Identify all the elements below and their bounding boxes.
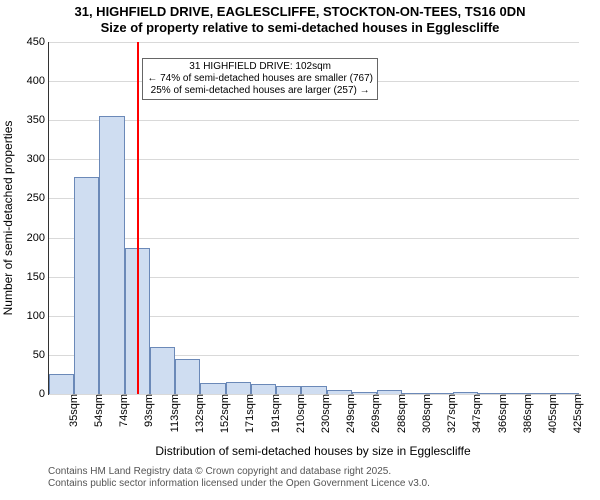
gridline [49,238,579,239]
xtick-label: 249sqm [343,394,357,433]
histogram-bar [99,116,124,394]
histogram-bar [74,177,99,394]
xtick-label: 35sqm [66,394,80,427]
xtick-label: 230sqm [318,394,332,433]
histogram-bar [49,374,74,394]
histogram-bar [200,383,225,394]
ytick-label: 450 [27,36,49,48]
chart-title-1: 31, HIGHFIELD DRIVE, EAGLESCLIFFE, STOCK… [0,0,600,20]
ytick-label: 200 [27,232,49,244]
footer-line-2: Contains public sector information licen… [48,478,430,490]
gridline [49,198,579,199]
xtick-label: 425sqm [570,394,584,433]
histogram-bar [175,359,200,394]
xtick-label: 132sqm [192,394,206,433]
xtick-label: 308sqm [419,394,433,433]
ytick-label: 250 [27,192,49,204]
xtick-label: 54sqm [91,394,105,427]
footer-line-1: Contains HM Land Registry data © Crown c… [48,466,430,478]
ytick-label: 150 [27,271,49,283]
chart-title-2: Size of property relative to semi-detach… [0,20,600,36]
annotation-line: 25% of semi-detached houses are larger (… [147,85,373,97]
xtick-label: 288sqm [394,394,408,433]
xtick-label: 347sqm [469,394,483,433]
xtick-label: 405sqm [545,394,559,433]
annotation-line: ← 74% of semi-detached houses are smalle… [147,73,373,85]
annotation-box: 31 HIGHFIELD DRIVE: 102sqm← 74% of semi-… [142,58,378,100]
xtick-label: 327sqm [444,394,458,433]
xtick-label: 74sqm [116,394,130,427]
ytick-label: 0 [39,388,49,400]
chart-container: 31, HIGHFIELD DRIVE, EAGLESCLIFFE, STOCK… [0,0,600,500]
y-axis-label: Number of semi-detached properties [1,121,15,316]
ytick-label: 400 [27,75,49,87]
xtick-label: 152sqm [217,394,231,433]
gridline [49,159,579,160]
histogram-bar [276,386,301,394]
gridline [49,120,579,121]
histogram-bar [226,382,251,394]
xtick-label: 210sqm [293,394,307,433]
xtick-label: 171sqm [242,394,256,433]
plot-area: 05010015020025030035040045035sqm54sqm74s… [48,42,579,395]
ytick-label: 300 [27,153,49,165]
histogram-bar [301,386,326,394]
xtick-label: 366sqm [495,394,509,433]
histogram-bar [251,384,276,394]
xtick-label: 113sqm [167,394,181,432]
xtick-label: 269sqm [368,394,382,433]
xtick-label: 191sqm [268,394,282,433]
marker-line [137,42,139,394]
ytick-label: 350 [27,114,49,126]
annotation-line: 31 HIGHFIELD DRIVE: 102sqm [147,61,373,73]
footer-attribution: Contains HM Land Registry data © Crown c… [48,466,430,490]
x-axis-label: Distribution of semi-detached houses by … [48,444,578,458]
xtick-label: 93sqm [141,394,155,427]
ytick-label: 100 [27,310,49,322]
xtick-label: 386sqm [520,394,534,433]
ytick-label: 50 [33,349,49,361]
gridline [49,42,579,43]
histogram-bar [150,347,175,394]
